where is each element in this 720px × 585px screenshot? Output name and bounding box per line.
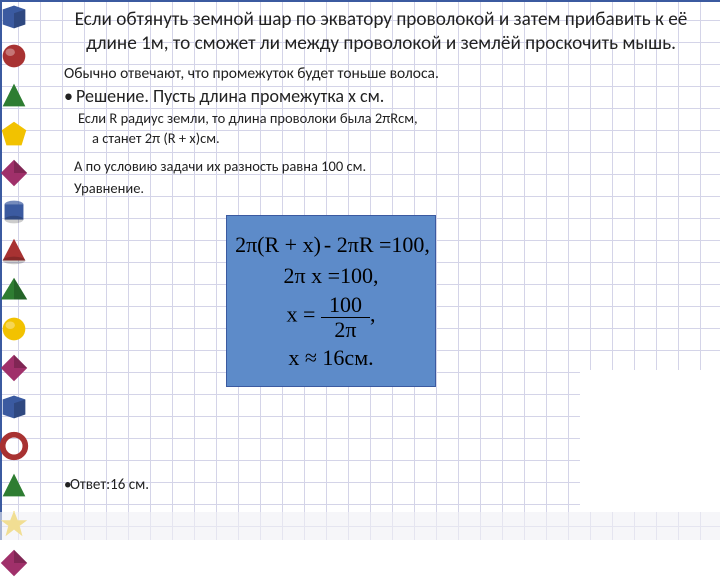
deco-shape-cylinder (0, 195, 34, 234)
deco-shape-pyramid (0, 273, 34, 312)
eq3-tail: , (370, 302, 376, 327)
eq-line-3: x = 100 2π , (227, 293, 435, 340)
slide-content: Если обтянуть земной шар по экватору про… (42, 0, 720, 540)
deco-shape-circle (0, 312, 34, 351)
eq3-num: 100 (321, 293, 370, 317)
deco-shape-pentagon (0, 117, 34, 156)
eq-line-1: 2π(R + x)- 2πR =100, (227, 231, 435, 259)
deco-shape-ring (0, 429, 34, 468)
eq-line-2: 2π x =100, (227, 263, 435, 289)
answer-value: 16 см. (110, 476, 149, 494)
deco-shape-diamond (0, 156, 34, 195)
eq3-den: 2π (321, 318, 370, 341)
equation-box: 2π(R + x)- 2πR =100, 2π x =100, x = 100 … (226, 215, 436, 387)
answer-line: •Ответ:16 см. (64, 476, 149, 494)
text-usual: Обычно отвечают, что промежуток будет то… (64, 64, 710, 83)
eq3-lhs: x = (287, 302, 316, 327)
deco-shape-diamond2 (0, 546, 34, 585)
deco-shape-cone (0, 234, 34, 273)
slide-body: Обычно отвечают, что промежуток будет то… (42, 58, 720, 197)
text-radius-b: а станет 2π (R + х)см. (92, 129, 710, 147)
text-condition: А по условию задачи их разность равна 10… (74, 157, 710, 175)
deco-shape-sphere (0, 39, 34, 78)
bottom-strip (0, 512, 720, 540)
deco-shape-trig2 (0, 468, 34, 507)
text-eq-label: Уравнение. (74, 179, 710, 197)
eq-line-4: x ≈ 16см. (227, 345, 435, 371)
text-solution: •Решение. Пусть длина промежутка х см. (64, 85, 710, 107)
deco-shape-cube (0, 0, 34, 39)
eq1-right: - 2πR =100, (324, 232, 430, 257)
left-shape-strip (0, 0, 34, 540)
text-radius-a: Если R радиус земли, то длина проволоки … (78, 109, 710, 127)
eq3-fraction: 100 2π (321, 293, 370, 340)
slide-title: Если обтянуть земной шар по экватору про… (42, 0, 720, 58)
deco-shape-cube2 (0, 390, 34, 429)
answer-prefix: Ответ: (70, 476, 110, 494)
text-solution-label: Решение. Пусть длина промежутка х см. (76, 85, 384, 107)
eq1-left: 2π(R + x) (232, 231, 324, 259)
deco-shape-rhombus (0, 351, 34, 390)
deco-shape-triangle (0, 78, 34, 117)
